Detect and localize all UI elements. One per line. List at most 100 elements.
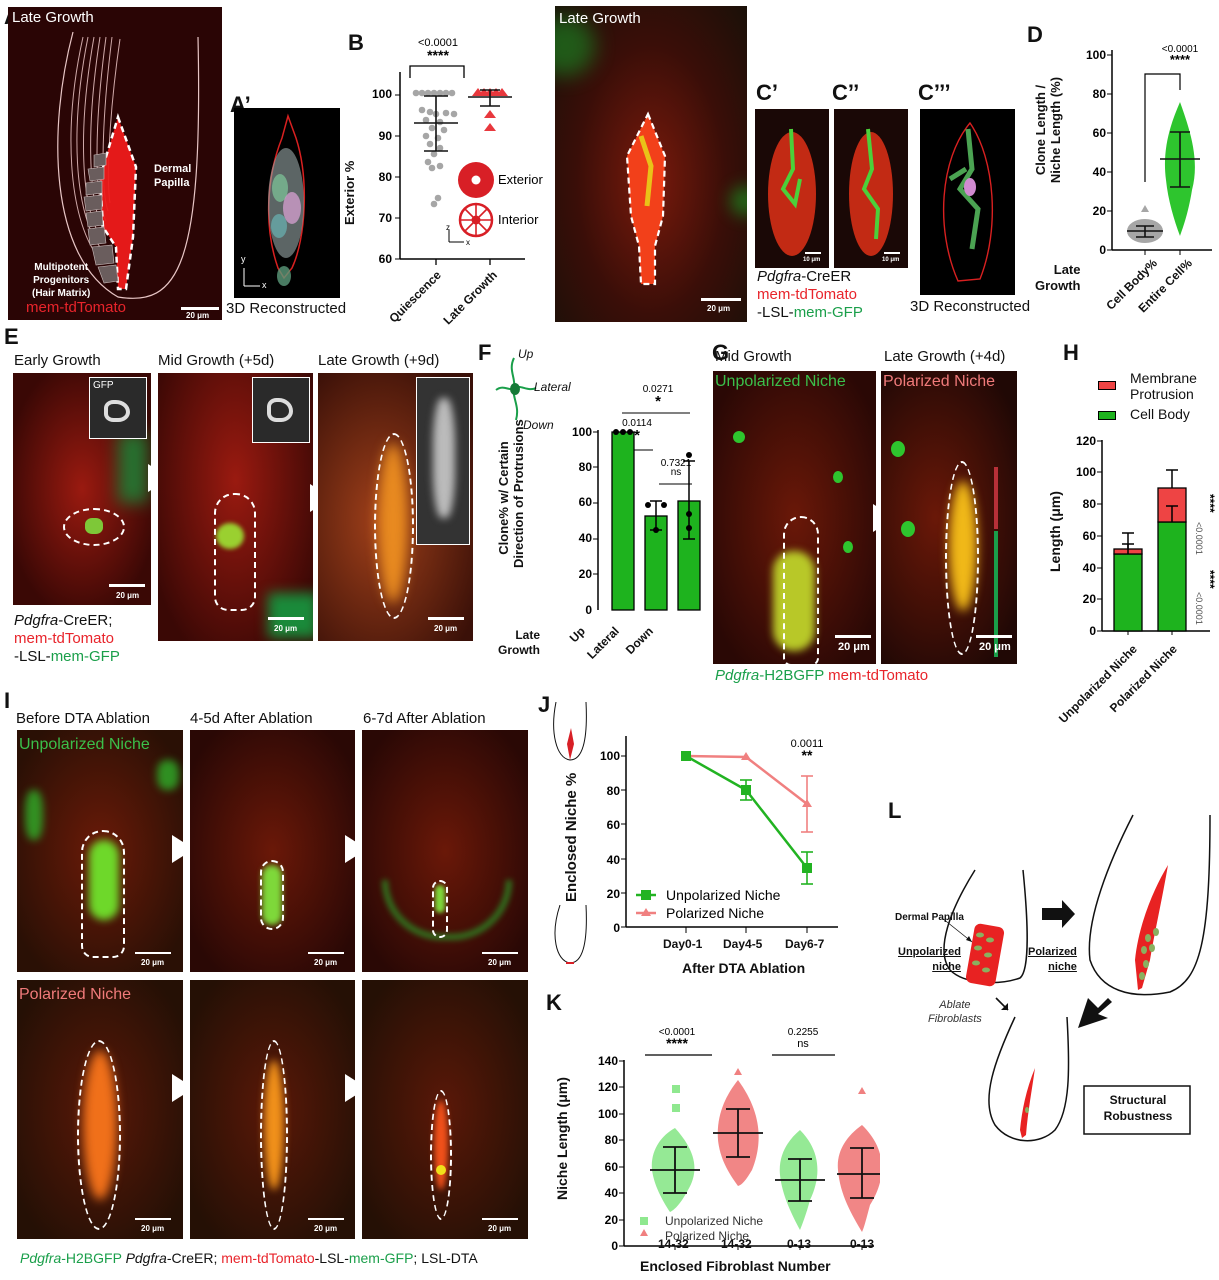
svg-text:20: 20 [1083,592,1097,606]
svg-text:120: 120 [1076,434,1096,448]
svg-text:100: 100 [372,87,392,101]
svg-text:0: 0 [611,1239,618,1250]
panel-label-b: B [348,30,364,55]
progression-arrow [172,1074,194,1102]
panel-i-title-before: Before DTA Ablation [16,710,150,727]
gfp-text: mem-GFP [793,304,863,321]
legend-cell-body: Cell Body [1130,406,1190,422]
svg-text:90: 90 [379,129,393,143]
panel-label-c-tprime: C’’’ [918,80,951,105]
svg-text:20: 20 [607,887,621,901]
svg-text:ns: ns [797,1038,809,1050]
panel-e-genotype-line2: mem-tdTomato [14,630,115,647]
structural-robustness-box: Structural Robustness [1103,1093,1173,1123]
panel-g-genotype: Pdgfra-H2BGFP mem-tdTomato [715,667,928,684]
exterior-icon [458,162,494,198]
p-value: <0.0001 [1162,44,1199,55]
svg-text:60: 60 [579,495,593,509]
scalebar-label: 20 μm [707,304,731,313]
x-tick-day0-1: Day0-1 [663,937,703,951]
svg-text:20: 20 [1093,204,1107,218]
svg-text:80: 80 [579,460,593,474]
scalebar-label: 20 μm [979,641,1011,653]
panel-i-polarized-before: Polarized Niche 20 μm [17,980,183,1239]
panel-e-title-late: Late Growth (+9d) [318,352,440,369]
svg-text:*: * [634,427,640,444]
svg-text:100: 100 [600,749,620,763]
legend-interior: Interior [498,212,539,227]
svg-text:0: 0 [585,603,592,617]
panel-g-polarized-micrograph: Polarized Niche 20 μm [881,371,1017,664]
gfp-inset [252,377,310,443]
scalebar-label: 10 μm [882,257,900,263]
svg-text:60: 60 [1083,529,1097,543]
creer-text: -CreER; [166,1250,222,1266]
panel-e-title-mid: Mid Growth (+5d) [158,352,275,369]
p-value: 0.0271 [643,384,674,395]
ablate-fibroblasts-label: Ablate Fibroblasts [928,999,982,1025]
x-tick-0-13-a: 0-13 [787,1237,812,1251]
svg-text:140: 140 [598,1054,618,1068]
panel-i-polarized-4-5d: 20 μm [190,980,355,1239]
progression-arrow [345,1074,367,1102]
panel-c-micrograph: Late Growth 20 μm [555,6,747,322]
row-label-late-growth: Late Growth [1035,262,1081,293]
panel-a-prime-reconstruction: y x [234,108,340,298]
dermal-papilla-label: Dermal Papilla [895,912,964,923]
y-axis-label: Clone Length / Niche Length (%) [1033,76,1063,184]
overlay-unpolarized: Unpolarized Niche [715,373,846,390]
panel-e-genotype-line1: Pdgfra-CreER; [14,612,112,629]
panel-label-c-prime: C’ [756,80,778,105]
legend-polarized: Polarized Niche [665,1229,749,1243]
svg-text:80: 80 [1083,497,1097,511]
x-tick-down: Down [622,624,656,658]
chart-f: 0.0271 * 0.0114 * 0.7321 ns 0 20 40 60 80 100 [572,384,701,617]
axis-x-label: x [262,280,267,290]
p-value: 0.7321 [661,458,692,469]
reconstruction-render [243,113,306,287]
gfp-inset [416,377,470,545]
significance-stars: ** [802,747,813,763]
axis-y-label: y [241,254,246,264]
polarized-niche-label: Polarized niche [1028,946,1077,973]
svg-text:0: 0 [613,921,620,935]
lsl-text: -LSL- [314,1250,349,1266]
gene-name: Pdgfra [14,612,59,629]
svg-text:20: 20 [579,567,593,581]
svg-text:60: 60 [605,1160,619,1174]
scalebar-label: 20 μm [141,1224,165,1233]
panel-a-micrograph: Late Growth Dermal Papilla Multipotent P… [8,7,222,320]
panel-i-unpolarized-4-5d: 20 μm [190,730,355,972]
panel-g-title-mid: Mid Growth [715,348,792,365]
scalebar-label: 10 μm [803,257,821,263]
panel-e-genotype-line3: -LSL-mem-GFP [14,648,120,665]
panel-label-k: K [546,990,562,1015]
dta-text: ; LSL-DTA [413,1250,478,1266]
tdtomato-text: mem-tdTomato [221,1250,315,1266]
scalebar-label: 20 μm [488,958,512,967]
progenitors-label: Multipotent Progenitors (Hair Matrix) [32,262,91,299]
p-value: <0.0001 [418,37,458,49]
significance-stars: **** [427,47,449,63]
panel-c-genotype-line1: Pdgfra-CreER [757,268,851,285]
panel-c-title: Late Growth [559,10,641,27]
gene-name: Pdgfra [20,1250,62,1266]
svg-text:80: 80 [605,1133,619,1147]
scalebar-label: 20 μm [116,591,140,600]
p-value: <0.0001 [659,1027,696,1038]
panel-a-stain-label: mem-tdTomato [26,299,127,316]
h2bgfp-text: -H2BGFP [61,1250,126,1266]
svg-text:****: **** [1203,494,1217,513]
x-tick-14-32-b: 14-32 [721,1237,752,1251]
gene-name: Pdgfra [715,667,760,684]
panel-i-unpolarized-before: Unpolarized Niche 20 μm [17,730,183,972]
scalebar-label: 20 μm [488,1224,512,1233]
legend-membrane-protrusion: Membrane Protrusion [1130,370,1197,402]
panel-label-d: D [1027,22,1043,47]
panel-c-prime-micrograph: 10 μm [755,109,829,268]
hair-follicle-schematic [57,31,200,299]
x-tick-up: Up [566,624,588,646]
panel-a-title: Late Growth [12,9,94,26]
dermal-papilla-label: Dermal Papilla [154,163,192,189]
svg-text:80: 80 [379,170,393,184]
